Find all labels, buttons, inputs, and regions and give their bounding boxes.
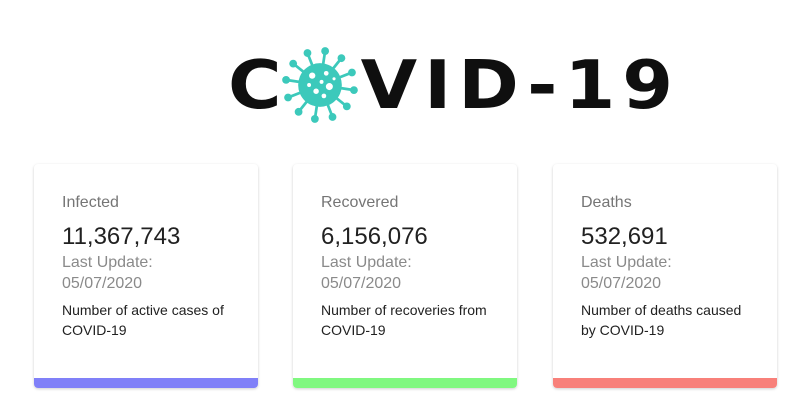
virus-dot	[319, 79, 324, 84]
infected-card-content: Infected 11,367,743 Last Update: 05/07/2…	[62, 192, 240, 340]
virus-spike-tip	[294, 107, 303, 116]
recovered-card: Recovered 6,156,076 Last Update: 05/07/2…	[293, 164, 517, 388]
virus-spike-tip	[281, 75, 290, 84]
virus-dot	[308, 72, 315, 79]
virus-dot	[323, 70, 329, 76]
virus-body	[297, 63, 342, 107]
logo-text-start: C	[228, 45, 289, 125]
infected-last-update-date: 05/07/2020	[62, 275, 143, 292]
virus-spike-tip	[310, 115, 319, 123]
virus-dot	[332, 77, 336, 81]
infected-last-update-label: Last Update:	[62, 254, 153, 271]
infected-color-bar	[34, 378, 258, 388]
deaths-color-bar	[553, 378, 777, 388]
virus-spike-tip	[320, 47, 329, 55]
covid-logo: C VID-19	[228, 40, 680, 130]
infected-label: Infected	[62, 194, 119, 211]
virus-spike-tip	[283, 93, 292, 102]
recovered-card-content: Recovered 6,156,076 Last Update: 05/07/2…	[321, 192, 499, 340]
deaths-card: Deaths 532,691 Last Update: 05/07/2020 N…	[553, 164, 777, 388]
deaths-card-content: Deaths 532,691 Last Update: 05/07/2020 N…	[581, 192, 759, 340]
virus-spike-tip	[328, 113, 337, 121]
infected-card: Infected 11,367,743 Last Update: 05/07/2…	[34, 164, 258, 388]
recovered-count: 6,156,076	[321, 223, 428, 250]
infected-description: Number of active cases of COVID-19	[62, 302, 224, 338]
virus-icon	[281, 43, 359, 127]
virus-dot	[306, 83, 311, 87]
deaths-label: Deaths	[581, 194, 632, 211]
deaths-last-update-date: 05/07/2020	[581, 275, 662, 292]
recovered-description: Number of recoveries from COVID-19	[321, 302, 487, 338]
virus-spike-tip	[342, 102, 351, 111]
logo-text-end: VID-19	[360, 45, 681, 125]
deaths-count: 532,691	[581, 223, 668, 250]
deaths-description: Number of deaths caused by COVID-19	[581, 302, 742, 338]
virus-spike-tip	[349, 86, 358, 95]
virus-dot	[321, 93, 326, 99]
recovered-label: Recovered	[321, 194, 399, 211]
virus-spike-tip	[303, 49, 311, 57]
recovered-last-update-label: Last Update:	[321, 254, 412, 271]
infected-count: 11,367,743	[62, 223, 181, 250]
virus-dot	[312, 88, 319, 94]
recovered-color-bar	[293, 378, 517, 388]
virus-spike-tip	[288, 59, 297, 68]
virus-spike-tip	[337, 54, 345, 63]
virus-dot	[325, 83, 333, 91]
virus-spike-tip	[347, 68, 356, 77]
deaths-last-update-label: Last Update:	[581, 254, 672, 271]
recovered-last-update-date: 05/07/2020	[321, 275, 402, 292]
